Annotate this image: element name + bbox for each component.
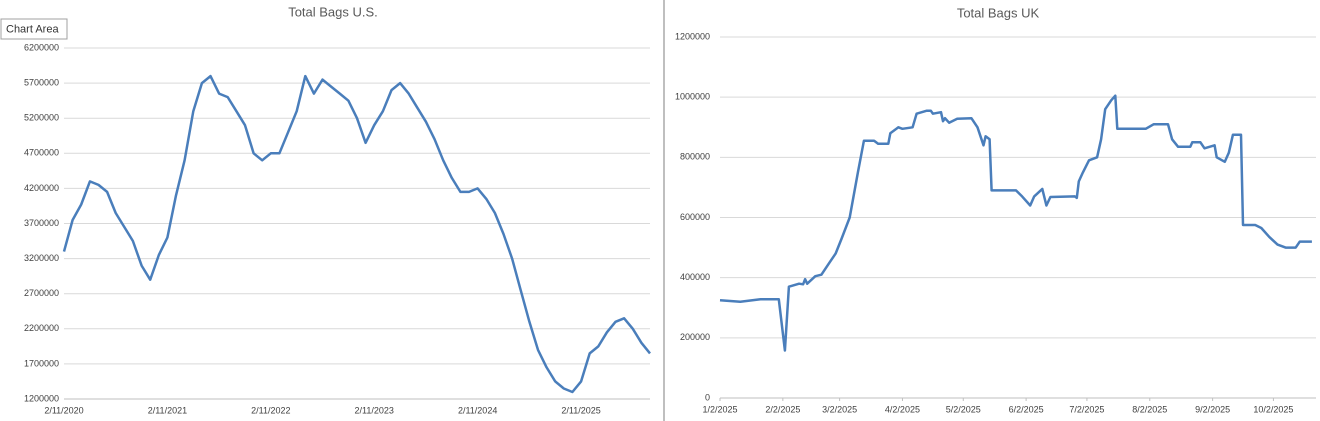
y-tick-label: 0 <box>705 392 710 402</box>
y-tick-label: 4700000 <box>24 148 59 158</box>
y-tick-label: 1200000 <box>24 393 59 403</box>
y-tick-label: 1000000 <box>675 92 710 102</box>
y-tick-label: 1200000 <box>675 31 710 41</box>
y-tick-label: 6200000 <box>24 42 59 52</box>
x-tick-label: 9/2/2025 <box>1195 404 1230 414</box>
x-tick-label: 6/2/2025 <box>1009 404 1044 414</box>
x-tick-label: 4/2/2025 <box>885 404 920 414</box>
x-tick-label: 2/11/2020 <box>44 405 83 415</box>
x-tick-label: 2/11/2021 <box>148 405 187 415</box>
y-tick-label: 5700000 <box>24 77 59 87</box>
y-tick-label: 3700000 <box>24 218 59 228</box>
x-tick-label: 8/2/2025 <box>1132 404 1167 414</box>
data-line <box>719 94 1312 352</box>
y-tick-label: 2200000 <box>24 323 59 333</box>
x-tick-label: 2/2/2025 <box>765 404 800 414</box>
y-tick-label: 2700000 <box>24 288 59 298</box>
x-tick-label: 2/11/2023 <box>355 405 394 415</box>
y-tick-label: 3200000 <box>24 253 59 263</box>
y-tick-label: 400000 <box>680 272 710 282</box>
tooltip-box <box>0 18 68 40</box>
tooltip: Chart Area <box>6 23 59 35</box>
x-tick-label: 7/2/2025 <box>1069 404 1104 414</box>
y-tick-label: 1700000 <box>24 358 59 368</box>
y-tick-label: 200000 <box>680 332 710 342</box>
y-tick-label: 600000 <box>680 212 710 222</box>
chart-title: Total Bags UK <box>957 5 1040 20</box>
y-tick-label: 4200000 <box>24 183 59 193</box>
x-tick-label: 2/11/2024 <box>458 405 497 415</box>
x-tick-label: 3/2/2025 <box>822 404 857 414</box>
chart-title: Total Bags U.S. <box>288 4 378 19</box>
x-tick-label: 2/11/2022 <box>251 405 290 415</box>
y-tick-label: 800000 <box>680 152 710 162</box>
data-line <box>62 74 651 394</box>
y-tick-label: 5200000 <box>24 113 59 123</box>
x-tick-label: 2/11/2025 <box>561 405 600 415</box>
x-tick-label: 10/2/2025 <box>1253 404 1293 414</box>
x-tick-label: 1/2/2025 <box>702 404 737 414</box>
x-tick-label: 5/2/2025 <box>946 404 981 414</box>
